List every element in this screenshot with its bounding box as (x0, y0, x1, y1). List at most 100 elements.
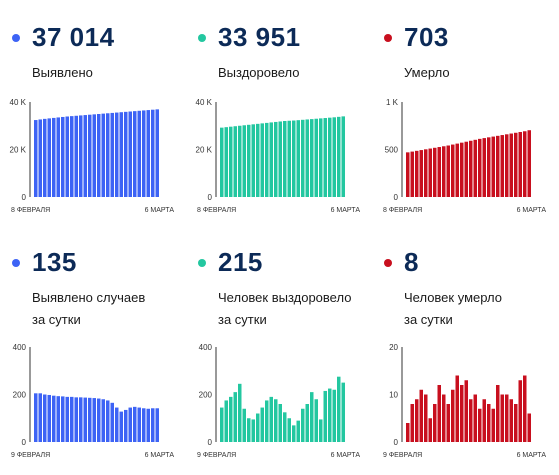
bar (487, 404, 491, 442)
x-tick-start: 9 ФЕВРАЛЯ (383, 452, 422, 459)
bar (428, 418, 432, 442)
stat-value: 135 (32, 247, 77, 277)
bar (251, 419, 255, 442)
bar (314, 118, 318, 197)
bar (287, 120, 291, 197)
x-tick-end: 6 МАРТА (331, 207, 361, 214)
bar (278, 121, 282, 197)
y-tick-label: 10 (389, 391, 398, 400)
bar (287, 418, 291, 442)
bar (464, 380, 468, 442)
bar (155, 109, 159, 197)
bar (323, 118, 327, 197)
bar (527, 130, 531, 197)
bar (83, 115, 87, 197)
bar (305, 119, 309, 197)
bar (97, 113, 101, 197)
stat-label-line: Человек выздоровело (218, 290, 352, 305)
stat-label-line: за сутки (404, 312, 453, 327)
bar (478, 138, 482, 197)
bar (260, 123, 264, 197)
y-tick-label: 0 (22, 438, 27, 447)
bar (514, 404, 518, 442)
bar (428, 148, 432, 197)
bar (482, 399, 486, 442)
bar (146, 408, 150, 442)
bar (155, 408, 159, 442)
stat-panel: 37 014 Выявлено 0 20 K 40 K 8 ФЕВРАЛЯ 6 МАРТА (6, 0, 186, 230)
y-tick-label: 40 K (196, 98, 213, 107)
bar (224, 400, 228, 442)
bar (482, 138, 486, 197)
bar (101, 399, 105, 442)
stat-label-line: Выявлено случаев (32, 290, 146, 305)
stat-panel: 33 951 Выздоровело 0 20 K 40 K 8 ФЕВРАЛЯ 6 МАР… (192, 0, 372, 230)
bar (56, 117, 60, 197)
bar (328, 117, 332, 197)
stat-label: Выявлено (32, 62, 192, 84)
color-dot-icon (384, 258, 392, 267)
bar (328, 388, 332, 442)
bar (518, 380, 522, 442)
y-tick-label: 20 K (196, 146, 213, 155)
bar (496, 135, 500, 197)
bar (238, 125, 242, 197)
bar (47, 118, 51, 197)
stat-header: 135 (12, 247, 77, 278)
stat-panel: 215 Человек выздоровело за сутки 0 200 400 9 Ф… (192, 225, 372, 459)
bar (119, 411, 123, 442)
bar-chart: 0 200 400 9 ФЕВРАЛЯ 6 МАРТА (197, 343, 360, 459)
y-tick-label: 0 (394, 193, 399, 202)
bar (101, 113, 105, 197)
bar (319, 118, 323, 197)
bar (238, 383, 242, 442)
bar (43, 118, 47, 197)
x-tick-end: 6 МАРТА (145, 452, 175, 459)
bar (451, 144, 455, 197)
bar (415, 399, 419, 442)
bar (142, 110, 146, 197)
bar (142, 408, 146, 442)
bar (314, 399, 318, 442)
stat-value: 215 (218, 247, 263, 277)
bar (455, 143, 459, 197)
bar (433, 147, 437, 197)
bar (110, 112, 114, 197)
bar-chart: 0 10 20 9 ФЕВРАЛЯ 6 МАРТА (383, 343, 546, 459)
bar (70, 116, 74, 197)
stat-label-line: за сутки (218, 312, 267, 327)
stat-label-line: Умерло (404, 65, 450, 80)
bar (220, 127, 224, 197)
bar (106, 400, 110, 442)
bar-chart: 0 200 400 9 ФЕВРАЛЯ 6 МАРТА (11, 343, 175, 459)
bar (61, 116, 65, 197)
bar (74, 397, 78, 442)
bar (269, 122, 273, 197)
bar (305, 404, 309, 442)
bar-chart: 0 20 K 40 K 8 ФЕВРАЛЯ 6 МАРТА (196, 98, 361, 214)
bar (424, 394, 428, 442)
bar (406, 423, 410, 442)
bar (151, 109, 155, 197)
stat-value: 33 951 (218, 22, 301, 52)
bar (478, 408, 482, 442)
bar (247, 124, 251, 197)
bar (56, 396, 60, 442)
stat-label-line: Человек умерло (404, 290, 502, 305)
bar (301, 408, 305, 442)
bar (233, 392, 237, 442)
bar (419, 150, 423, 197)
bar (151, 408, 155, 442)
bar (442, 394, 446, 442)
bar (337, 116, 341, 197)
bar (419, 389, 423, 442)
bar (310, 119, 314, 197)
stat-header: 8 (384, 247, 419, 278)
bar (133, 111, 137, 197)
bar-chart: 0 20 K 40 K 8 ФЕВРАЛЯ 6 МАРТА (10, 98, 175, 214)
bar (34, 120, 38, 197)
bar (247, 418, 251, 442)
bar (88, 114, 92, 197)
y-tick-label: 0 (208, 438, 213, 447)
stat-value: 8 (404, 247, 419, 277)
